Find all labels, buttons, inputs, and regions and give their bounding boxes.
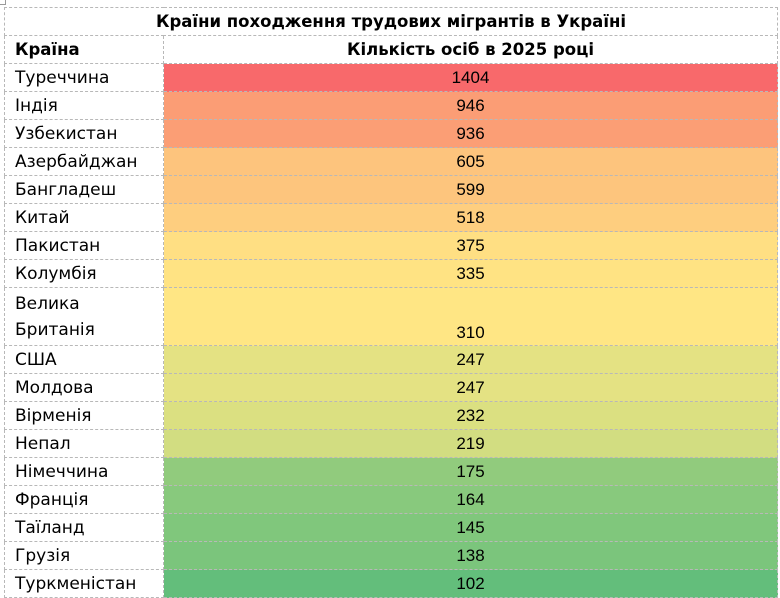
country-cell: США xyxy=(4,345,164,374)
table-row: Німеччина 175 xyxy=(4,457,779,486)
value-cell: 138 xyxy=(162,541,779,570)
value-cell: 375 xyxy=(162,231,779,260)
table-row: Індія 946 xyxy=(4,91,779,120)
country-cell: Франція xyxy=(4,485,164,514)
value-cell: 310 xyxy=(162,287,779,346)
country-cell: Велика Британія xyxy=(4,287,164,346)
country-cell: Вірменія xyxy=(4,401,164,430)
cell-corner-marker xyxy=(0,0,6,5)
country-cell: Німеччина xyxy=(4,457,164,486)
value-cell: 518 xyxy=(162,203,779,232)
country-cell: Пакистан xyxy=(4,231,164,260)
value-cell: 247 xyxy=(162,373,779,402)
table-row: Вірменія 232 xyxy=(4,401,779,430)
table-row: Велика Британія 310 xyxy=(4,287,779,346)
country-cell: Узбекистан xyxy=(4,119,164,148)
table-row: Непал 219 xyxy=(4,429,779,458)
table-row: Молдова 247 xyxy=(4,373,779,402)
value-cell: 175 xyxy=(162,457,779,486)
value-cell: 335 xyxy=(162,259,779,288)
table-row: Пакистан 375 xyxy=(4,231,779,260)
value-cell: 164 xyxy=(162,485,779,514)
table-row: Туркменістан 102 xyxy=(4,569,779,598)
table-row: Туреччина 1404 xyxy=(4,63,779,92)
table-row: Таїланд 145 xyxy=(4,513,779,542)
country-cell: Непал xyxy=(4,429,164,458)
value-cell: 247 xyxy=(162,345,779,374)
country-cell: Бангладеш xyxy=(4,175,164,204)
table-title: Країни походження трудових мігрантів в У… xyxy=(3,7,779,36)
header-row: Країна Кількість осіб в 2025 році xyxy=(4,35,779,64)
table-row: Китай 518 xyxy=(4,203,779,232)
country-cell: Таїланд xyxy=(4,513,164,542)
migrants-table: Країни походження трудових мігрантів в У… xyxy=(3,7,779,598)
table-row: Грузія 138 xyxy=(4,541,779,570)
country-cell: Туреччина xyxy=(4,63,164,92)
header-country: Країна xyxy=(4,35,164,64)
country-cell: Молдова xyxy=(4,373,164,402)
value-cell: 219 xyxy=(162,429,779,458)
country-cell: Китай xyxy=(4,203,164,232)
table-row: Бангладеш 599 xyxy=(4,175,779,204)
header-count: Кількість осіб в 2025 році xyxy=(162,35,779,64)
table-row: США 247 xyxy=(4,345,779,374)
value-cell: 946 xyxy=(162,91,779,120)
table-row: Франція 164 xyxy=(4,485,779,514)
country-cell: Азербайджан xyxy=(4,147,164,176)
value-cell: 599 xyxy=(162,175,779,204)
table-row: Узбекистан 936 xyxy=(4,119,779,148)
value-cell: 145 xyxy=(162,513,779,542)
country-cell: Туркменістан xyxy=(4,569,164,598)
value-cell: 102 xyxy=(162,569,779,598)
table-row: Колумбія 335 xyxy=(4,259,779,288)
value-cell: 232 xyxy=(162,401,779,430)
country-cell: Колумбія xyxy=(4,259,164,288)
table-row: Азербайджан 605 xyxy=(4,147,779,176)
value-cell: 1404 xyxy=(162,63,779,92)
value-cell: 605 xyxy=(162,147,779,176)
value-cell: 936 xyxy=(162,119,779,148)
country-cell: Індія xyxy=(4,91,164,120)
country-cell: Грузія xyxy=(4,541,164,570)
